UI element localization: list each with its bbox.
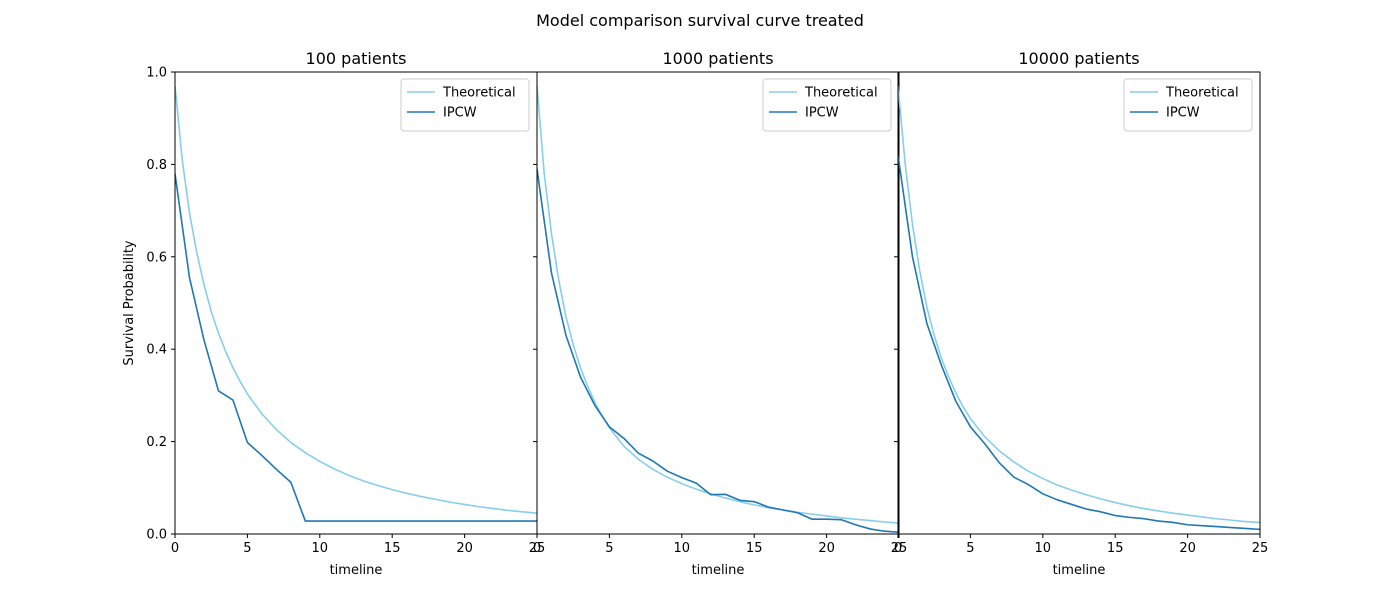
x-tick-label: 20 xyxy=(1179,541,1196,556)
x-tick-label: 25 xyxy=(891,541,908,556)
x-tick-label: 10 xyxy=(312,541,329,556)
legend-label-ipcw: IPCW xyxy=(1166,106,1200,121)
chart-panels: 0 5 10 15 20 25 0.0 0.2 0.4 0.6 0.8 1.0 100 patients… xyxy=(122,49,1268,578)
panel-title: 1000 patients xyxy=(662,49,773,68)
x-axis-label: timeline xyxy=(692,563,745,578)
x-tick-label: 10 xyxy=(1035,541,1052,556)
series-line-theoretical xyxy=(537,85,899,524)
axes-frame xyxy=(536,71,900,535)
legend: Theoretical IPCW xyxy=(1123,78,1253,132)
figure-title: Model comparison survival curve treated xyxy=(536,11,864,30)
series-line-ipcw xyxy=(175,173,537,522)
x-tick-label: 10 xyxy=(674,541,691,556)
x-tick-label: 0 xyxy=(894,541,902,556)
legend-label-theoretical: Theoretical xyxy=(804,86,878,101)
y-tick-label: 0.4 xyxy=(146,343,167,358)
y-axis-label: Survival Probability xyxy=(122,240,137,366)
x-axis-label: timeline xyxy=(330,563,383,578)
series-lines xyxy=(898,85,1260,531)
legend: Theoretical IPCW xyxy=(400,78,530,132)
y-tick-label: 0.2 xyxy=(146,435,167,450)
x-tick-label: 0 xyxy=(533,541,541,556)
y-tick-label: 0.6 xyxy=(146,250,167,265)
x-tick-label: 5 xyxy=(605,541,613,556)
y-tick-label: 1.0 xyxy=(146,66,167,81)
y-tick-label: 0.8 xyxy=(146,158,167,173)
chart-panel-2: 0 5 10 15 20 25 1000 patients timeline Theoretic… xyxy=(533,49,907,578)
legend-label-ipcw: IPCW xyxy=(443,106,477,121)
series-lines xyxy=(175,85,537,522)
y-tick-label: 0.0 xyxy=(146,528,167,543)
x-tick-label: 5 xyxy=(243,541,251,556)
chart-panel-3: 0 5 10 15 20 25 10000 patients timeline Theoreti… xyxy=(894,49,1268,578)
series-line-ipcw xyxy=(537,168,899,533)
x-tick-label: 25 xyxy=(529,541,546,556)
legend-label-ipcw: IPCW xyxy=(805,106,839,121)
legend: Theoretical IPCW xyxy=(762,78,892,132)
x-tick-label: 20 xyxy=(818,541,835,556)
x-tick-label: 15 xyxy=(746,541,763,556)
series-line-theoretical xyxy=(175,85,537,515)
legend-label-theoretical: Theoretical xyxy=(1165,86,1239,101)
series-line-theoretical xyxy=(898,85,1260,524)
chart-panel-1: 0 5 10 15 20 25 0.0 0.2 0.4 0.6 0.8 1.0 100 patients… xyxy=(122,49,545,578)
x-tick-label: 15 xyxy=(1107,541,1124,556)
panel-title: 10000 patients xyxy=(1018,49,1139,68)
x-tick-label: 20 xyxy=(456,541,473,556)
series-line-ipcw xyxy=(898,155,1260,531)
x-axis-label: timeline xyxy=(1053,563,1106,578)
panel-title: 100 patients xyxy=(306,49,407,68)
x-tick-label: 25 xyxy=(1252,541,1269,556)
legend-label-theoretical: Theoretical xyxy=(442,86,516,101)
x-tick-label: 0 xyxy=(171,541,179,556)
x-tick-label: 15 xyxy=(384,541,401,556)
axes-frame xyxy=(897,71,1261,535)
series-lines xyxy=(537,85,899,533)
x-tick-label: 5 xyxy=(966,541,974,556)
